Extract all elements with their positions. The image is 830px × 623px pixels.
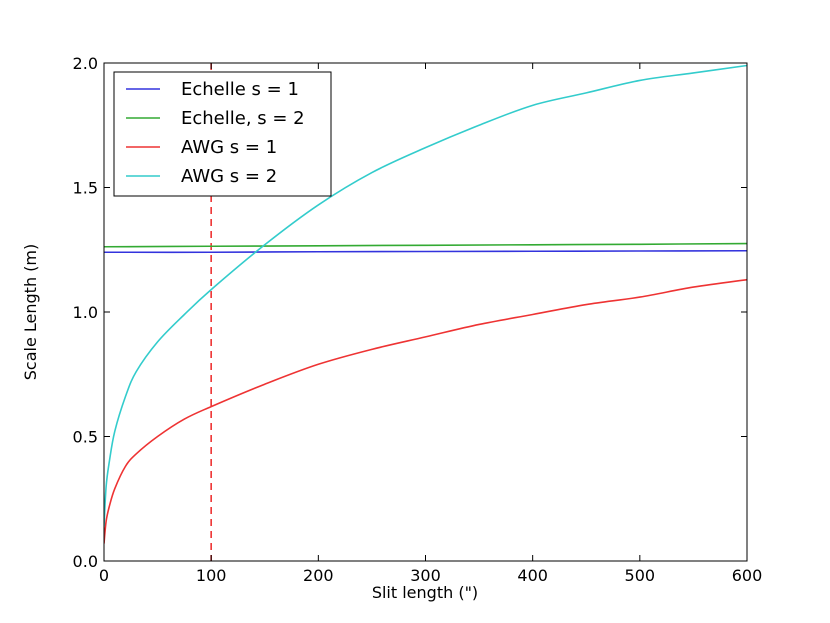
x-tick-label: 200: [303, 566, 334, 585]
series-line-1: [104, 242, 747, 248]
y-axis-label: Scale Length (m): [21, 244, 40, 380]
legend-label: AWG s = 2: [181, 166, 277, 187]
x-tick-label: 0: [99, 566, 109, 585]
plot-area: 0 100 200 300 400 500 600 0.0 0.5 1.0 1.5 2.0 Echell…: [73, 54, 763, 585]
series-group: [104, 63, 747, 561]
x-tick-label: 500: [625, 566, 656, 585]
y-tick-label: 1.5: [73, 179, 98, 198]
x-tick-label: 300: [410, 566, 441, 585]
series-line-3: [104, 64, 747, 527]
legend-label: AWG s = 1: [181, 137, 277, 158]
y-tick-label: 2.0: [73, 54, 98, 73]
series-line-0: [104, 249, 747, 254]
y-tick-label: 0.5: [73, 428, 98, 447]
y-tick-label: 0.0: [73, 552, 98, 571]
y-tick-label: 1.0: [73, 303, 98, 322]
legend-label: Echelle s = 1: [181, 79, 299, 100]
series-line-2: [104, 278, 747, 544]
legend-label: Echelle, s = 2: [181, 108, 305, 129]
x-tick-label: 400: [517, 566, 548, 585]
legend: Echelle s = 1 Echelle, s = 2 AWG s = 1 AWG …: [113, 71, 332, 197]
x-tick-label: 600: [732, 566, 763, 585]
x-axis-label: Slit length ("): [372, 583, 478, 602]
x-tick-label: 100: [196, 566, 227, 585]
